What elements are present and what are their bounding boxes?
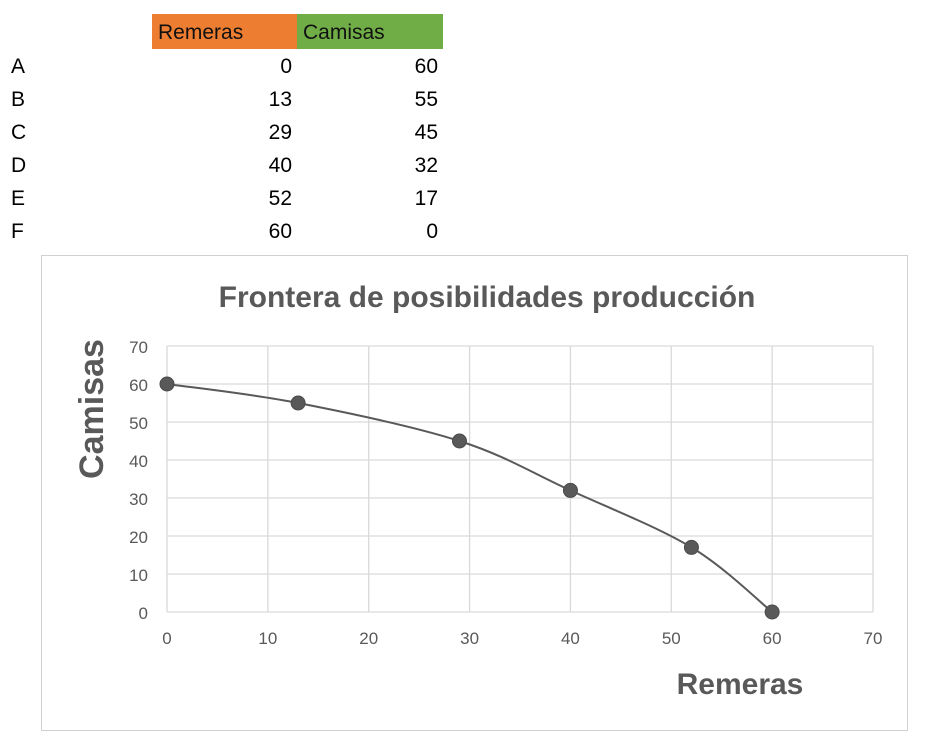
spreadsheet-table: Remeras Camisas A 0 60 B 13 55 C 29 45 D… [0, 0, 460, 250]
cell-remeras[interactable]: 52 [268, 187, 292, 210]
cell-remeras[interactable]: 29 [268, 121, 292, 144]
cell-camisas[interactable]: 0 [426, 220, 438, 243]
chart-area[interactable] [41, 255, 908, 731]
cell-camisas[interactable]: 60 [414, 55, 438, 78]
row-label[interactable]: A [11, 55, 26, 78]
row-label[interactable]: D [11, 154, 27, 177]
header-camisas[interactable]: Camisas [297, 14, 443, 49]
row-label[interactable]: B [11, 88, 26, 111]
cell-remeras[interactable]: 40 [268, 154, 292, 177]
cell-camisas[interactable]: 32 [414, 154, 438, 177]
cell-camisas[interactable]: 17 [414, 187, 438, 210]
row-label[interactable]: F [11, 220, 24, 243]
row-label[interactable]: C [11, 121, 27, 144]
cell-remeras[interactable]: 0 [280, 55, 292, 78]
cell-remeras[interactable]: 60 [268, 220, 292, 243]
cell-remeras[interactable]: 13 [268, 88, 292, 111]
cell-camisas[interactable]: 55 [414, 88, 438, 111]
cell-camisas[interactable]: 45 [414, 121, 438, 144]
header-remeras[interactable]: Remeras [152, 14, 297, 49]
row-label[interactable]: E [11, 187, 26, 210]
